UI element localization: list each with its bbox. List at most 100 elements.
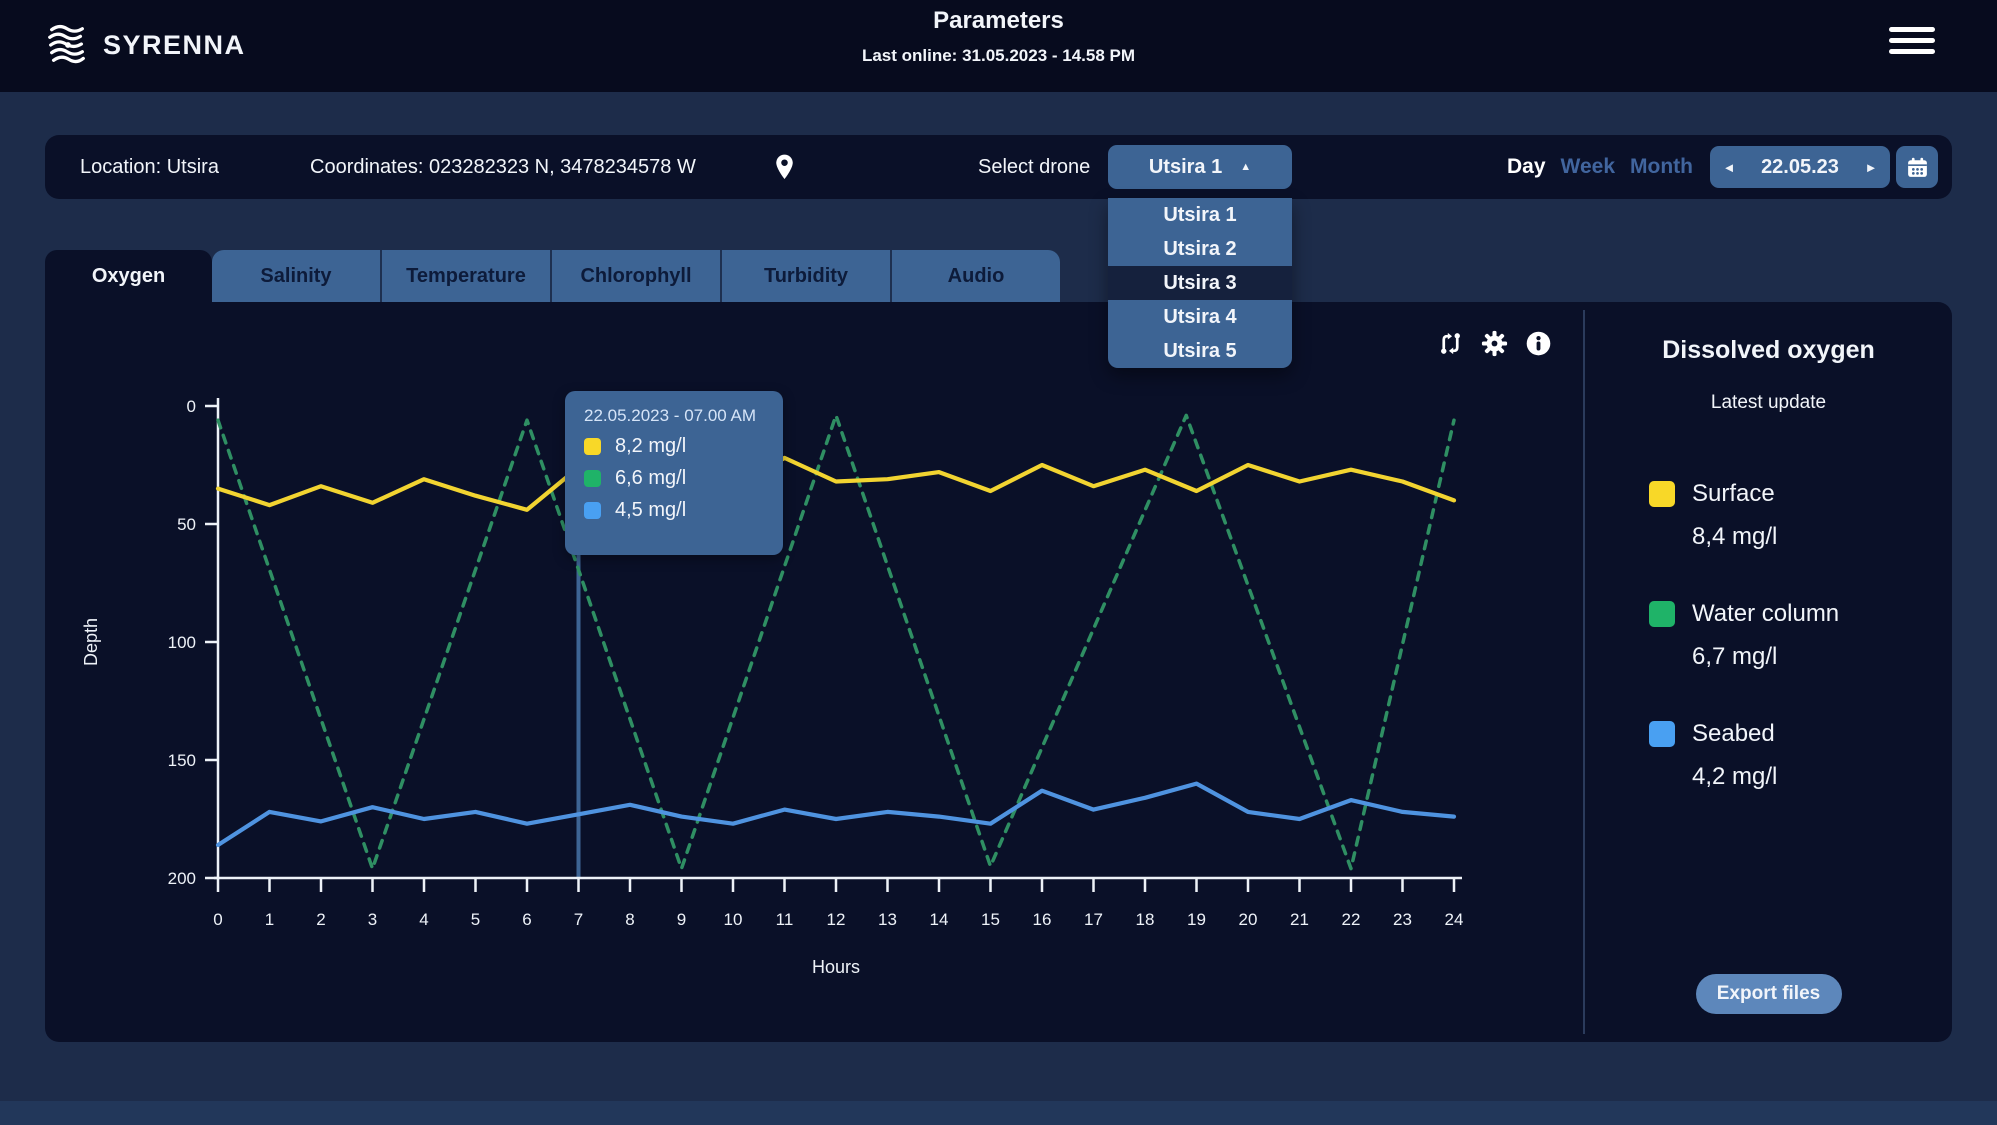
brand: SYRENNA — [44, 22, 246, 68]
legend-value: 8,4 mg/l — [1692, 523, 1778, 550]
hamburger-bar — [1889, 49, 1935, 54]
panel-divider — [1583, 310, 1585, 1034]
footer-strip — [0, 1101, 1997, 1125]
svg-text:3: 3 — [368, 910, 377, 929]
svg-text:8: 8 — [625, 910, 634, 929]
series-seabed — [215, 781, 1457, 848]
svg-text:100: 100 — [168, 633, 196, 652]
hamburger-menu-icon[interactable] — [1889, 27, 1935, 59]
svg-text:12: 12 — [827, 910, 846, 929]
legend-color-chip — [1649, 721, 1675, 747]
legend-label: Seabed — [1692, 720, 1775, 747]
legend-item-head: Seabed — [1649, 720, 1839, 748]
svg-text:5: 5 — [471, 910, 480, 929]
svg-text:22: 22 — [1342, 910, 1361, 929]
svg-text:50: 50 — [177, 515, 196, 534]
drone-dropdown-menu: Utsira 1 Utsira 2 Utsira 3 Utsira 4 Utsira 5 — [1108, 198, 1292, 368]
select-drone-label: Select drone — [978, 155, 1091, 178]
inactive-tabs-group: Salinity Temperature Chlorophyll Turbidity A… — [212, 250, 1060, 302]
tooltip-color-chip — [584, 502, 601, 519]
legend-item-head: Surface — [1649, 480, 1839, 508]
side-panel-subtitle: Latest update — [1710, 392, 1827, 413]
tooltip-datetime: 22.05.2023 - 07.00 AM — [584, 406, 757, 425]
tooltip-value: 6,6 mg/l — [615, 467, 687, 489]
drone-option-utsira-2[interactable]: Utsira 2 — [1163, 237, 1237, 260]
app-header: SYRENNA Parameters Last online: 31.05.20… — [0, 0, 1997, 92]
drone-option-utsira-4[interactable]: Utsira 4 — [1163, 305, 1237, 328]
tab-salinity[interactable]: Salinity — [260, 264, 332, 287]
legend-item-head: Water column — [1649, 600, 1839, 628]
drone-option-utsira-5[interactable]: Utsira 5 — [1163, 339, 1237, 362]
info-bar: Location: Utsira Coordinates: 023282323 … — [45, 135, 1952, 368]
drone-dropdown: Utsira 1 ▲ Utsira 1 Utsira 2 Utsira 3 Utsir… — [1108, 145, 1292, 368]
svg-text:150: 150 — [168, 751, 196, 770]
tab-audio[interactable]: Audio — [890, 250, 1060, 302]
svg-text:18: 18 — [1136, 910, 1155, 929]
tab-chlorophyll[interactable]: Chlorophyll — [550, 250, 720, 302]
svg-text:23: 23 — [1393, 910, 1412, 929]
svg-text:21: 21 — [1290, 910, 1309, 929]
range-day[interactable]: Day — [1507, 155, 1546, 178]
chart-tooltip: 22.05.2023 - 07.00 AM 8,2 mg/l 6,6 mg/l 4,… — [565, 391, 783, 555]
svg-text:200: 200 — [168, 869, 196, 888]
svg-text:10: 10 — [724, 910, 743, 929]
range-month[interactable]: Month — [1630, 155, 1693, 178]
hamburger-bar — [1889, 27, 1935, 32]
svg-text:16: 16 — [1033, 910, 1052, 929]
legend-value: 4,2 mg/l — [1692, 763, 1778, 790]
tooltip-color-chip — [584, 438, 601, 455]
tooltip-row: 6,6 mg/l — [584, 467, 783, 490]
legend-item-surface: Surface 8,4 mg/l — [1649, 480, 1839, 551]
tooltip-color-chip — [584, 470, 601, 487]
dissolved-oxygen-panel: Dissolved oxygen Latest update Surface 8,… — [1585, 302, 1952, 1042]
svg-text:14: 14 — [930, 910, 949, 929]
svg-text:Hours: Hours — [812, 957, 860, 977]
calendar-icon — [1907, 157, 1927, 177]
tooltip-row: 8,2 mg/l — [584, 435, 783, 458]
svg-text:1: 1 — [265, 910, 274, 929]
tab-oxygen[interactable]: Oxygen — [45, 250, 212, 302]
date-picker: ◄ 22.05.23 ► — [1710, 146, 1890, 188]
legend-item-water-column: Water column 6,7 mg/l — [1649, 600, 1839, 671]
side-panel-title: Dissolved oxygen — [1662, 336, 1875, 364]
legend-label: Water column — [1692, 600, 1840, 627]
svg-text:17: 17 — [1084, 910, 1103, 929]
svg-text:24: 24 — [1445, 910, 1464, 929]
tooltip-value: 4,5 mg/l — [615, 499, 687, 521]
info-icon[interactable] — [1525, 330, 1552, 357]
tab-turbidity[interactable]: Turbidity — [720, 250, 890, 302]
drone-option-utsira-3[interactable]: Utsira 3 — [1108, 266, 1292, 300]
svg-text:Depth: Depth — [81, 618, 101, 666]
svg-text:0: 0 — [187, 397, 196, 416]
svg-text:6: 6 — [522, 910, 531, 929]
svg-text:4: 4 — [419, 910, 428, 929]
drone-dropdown-button[interactable]: Utsira 1 ▲ — [1108, 145, 1292, 189]
date-prev-button[interactable]: ◄ — [1722, 159, 1736, 175]
brand-name: SYRENNA — [103, 29, 246, 60]
export-files-button[interactable]: Export files — [1695, 974, 1842, 1014]
svg-text:13: 13 — [878, 910, 897, 929]
settings-gear-icon[interactable] — [1481, 330, 1508, 357]
coordinates-label: Coordinates: 023282323 N, 3478234578 W — [310, 155, 696, 178]
map-pin-button[interactable] — [773, 135, 796, 199]
svg-text:0: 0 — [213, 910, 222, 929]
syrenna-logo-icon — [48, 24, 85, 64]
range-week[interactable]: Week — [1560, 155, 1616, 178]
date-next-button[interactable]: ► — [1864, 159, 1878, 175]
svg-text:11: 11 — [776, 910, 794, 929]
page-title: Parameters — [933, 7, 1064, 34]
calendar-button[interactable] — [1896, 146, 1938, 188]
drone-option-utsira-1[interactable]: Utsira 1 — [1163, 203, 1237, 226]
chart-toolbar — [1437, 330, 1552, 357]
legend-value: 6,7 mg/l — [1692, 643, 1778, 670]
date-value: 22.05.23 — [1761, 155, 1839, 178]
map-pin-icon — [776, 154, 793, 179]
compare-icon[interactable] — [1437, 330, 1464, 357]
tooltip-rows: 8,2 mg/l 6,6 mg/l 4,5 mg/l — [584, 435, 783, 522]
tooltip-value: 8,2 mg/l — [615, 435, 687, 457]
svg-text:20: 20 — [1239, 910, 1258, 929]
svg-text:15: 15 — [981, 910, 1000, 929]
last-online-status: Last online: 31.05.2023 - 14.58 PM — [861, 46, 1136, 65]
tab-temperature[interactable]: Temperature — [380, 250, 550, 302]
